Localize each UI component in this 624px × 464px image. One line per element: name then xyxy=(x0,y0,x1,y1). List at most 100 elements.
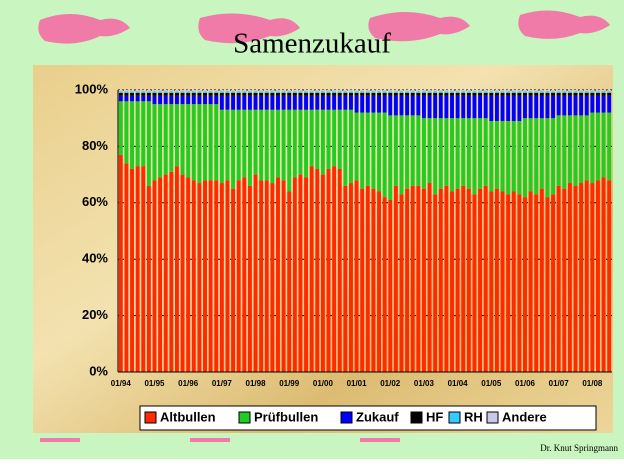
bar-segment xyxy=(556,115,561,186)
bar-segment xyxy=(259,92,264,96)
bar-segment xyxy=(360,112,365,189)
bar-segment xyxy=(225,92,230,96)
bull-decoration xyxy=(38,10,610,442)
x-tick-label: 01/04 xyxy=(448,379,469,388)
bar-segment xyxy=(214,180,219,372)
bar-segment xyxy=(315,95,320,110)
bar-segment xyxy=(601,92,606,96)
bar-segment xyxy=(472,95,477,119)
bar-segment xyxy=(214,90,219,92)
bar-segment xyxy=(539,92,544,96)
bar-segment xyxy=(494,92,499,96)
bar-segment xyxy=(360,92,365,96)
bar-segment xyxy=(180,174,185,372)
bar-segment xyxy=(270,95,275,110)
bar-segment xyxy=(579,183,584,372)
bar-segment xyxy=(450,118,454,192)
legend-swatch xyxy=(486,411,499,424)
legend-label: Prüfbullen xyxy=(254,409,318,424)
bar-segment xyxy=(393,115,398,186)
bar-segment xyxy=(270,183,275,372)
bar-segment xyxy=(393,90,398,92)
bar-segment xyxy=(247,91,252,93)
bar-segment xyxy=(506,194,511,372)
bar-segment xyxy=(264,92,269,96)
bar-segment xyxy=(416,92,421,96)
bar-segment xyxy=(247,185,252,372)
bar-segment xyxy=(500,121,505,192)
bar-segment xyxy=(124,101,129,164)
bar-segment xyxy=(337,168,342,372)
bar-segment xyxy=(130,92,134,96)
bar-segment xyxy=(405,90,410,92)
bar-segment xyxy=(343,185,348,372)
legend-swatch xyxy=(238,411,251,424)
bar-segment xyxy=(259,95,264,110)
bar-segment xyxy=(534,91,539,93)
bar-segment xyxy=(539,90,544,92)
bar-segment xyxy=(382,91,387,93)
bar-segment xyxy=(253,92,258,96)
x-tick-label: 01/98 xyxy=(246,379,267,388)
bar-segment xyxy=(135,90,140,92)
bar-segment xyxy=(410,95,415,116)
bar-segment xyxy=(523,197,527,372)
bar-segment xyxy=(466,92,471,96)
bar-segment xyxy=(191,90,196,92)
bar-segment xyxy=(197,95,202,105)
bar-segment xyxy=(320,95,325,110)
bar-segment xyxy=(264,90,269,92)
bar-segment xyxy=(236,90,241,92)
bar-segment xyxy=(416,90,421,92)
bar-segment xyxy=(287,191,292,372)
bar-segment xyxy=(141,95,146,102)
bar-segment xyxy=(567,90,572,92)
x-tick-label: 01/99 xyxy=(279,379,300,388)
bar-segment xyxy=(158,104,163,178)
bar-segment xyxy=(483,90,488,92)
x-tick-label: 01/97 xyxy=(212,379,233,388)
bar-segment xyxy=(433,92,438,96)
legend-label: HF xyxy=(426,409,443,424)
bar-segment xyxy=(315,90,320,92)
bar-segment xyxy=(472,90,477,92)
bar-segment xyxy=(292,92,297,96)
bar-segment xyxy=(197,91,202,93)
bar-segment xyxy=(377,90,381,92)
bar-segment xyxy=(186,91,191,93)
bar-segment xyxy=(444,92,449,96)
bar-segment xyxy=(365,112,370,186)
bar-segment xyxy=(365,90,370,92)
bar-segment xyxy=(264,95,269,110)
bar-segment xyxy=(545,90,550,92)
bar-segment xyxy=(506,121,511,195)
bar-segment xyxy=(523,118,527,198)
bar-segment xyxy=(231,91,236,93)
bar-segment xyxy=(489,90,494,92)
bar-segment xyxy=(146,101,151,186)
bar-segment xyxy=(152,91,157,93)
bar-segment xyxy=(444,185,449,372)
bar-segment xyxy=(242,177,247,372)
bar-segment xyxy=(242,90,247,92)
bar-segment xyxy=(478,118,483,189)
bar-segment xyxy=(584,91,589,93)
bar-segment xyxy=(287,95,292,110)
bar-segment xyxy=(169,92,174,96)
bar-segment xyxy=(466,188,471,372)
bar-segment xyxy=(152,180,157,372)
bar-segment xyxy=(174,92,179,96)
bar-segment xyxy=(556,90,561,92)
bar-segment xyxy=(567,183,572,372)
bar-segment xyxy=(371,188,376,372)
bar-segment xyxy=(214,91,219,93)
bar-segment xyxy=(405,115,410,189)
bar-segment xyxy=(304,92,309,96)
bar-segment xyxy=(506,95,511,122)
bar-segment xyxy=(163,92,168,96)
bar-segment xyxy=(427,183,432,372)
bar-segment xyxy=(186,90,191,92)
bar-segment xyxy=(146,91,151,93)
bar-segment xyxy=(539,91,544,93)
x-tick-label: 01/05 xyxy=(481,379,502,388)
